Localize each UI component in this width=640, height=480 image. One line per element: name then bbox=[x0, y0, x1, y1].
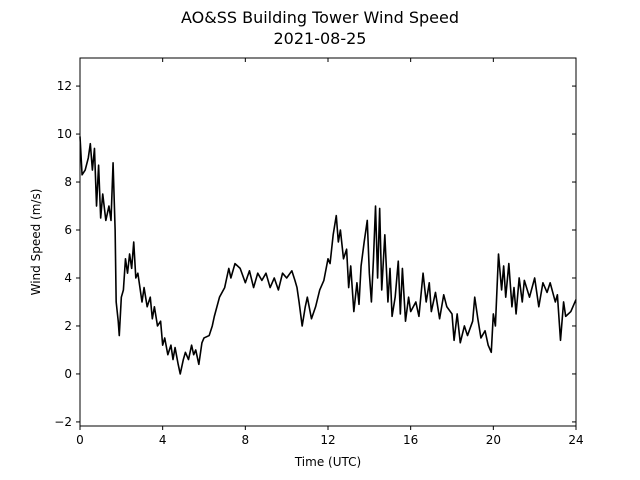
y-tick-label: 0 bbox=[64, 367, 72, 381]
x-axis-label: Time (UTC) bbox=[294, 455, 361, 469]
x-tick-label: 16 bbox=[403, 433, 418, 447]
chart-title: AO&SS Building Tower Wind Speed bbox=[181, 8, 459, 27]
y-tick-label: 10 bbox=[57, 127, 72, 141]
chart-subtitle: 2021-08-25 bbox=[274, 29, 367, 48]
y-tick-label: −2 bbox=[54, 415, 72, 429]
y-tick-label: 12 bbox=[57, 79, 72, 93]
y-axis-label: Wind Speed (m/s) bbox=[29, 189, 43, 296]
x-tick-label: 24 bbox=[568, 433, 583, 447]
y-tick-label: 6 bbox=[64, 223, 72, 237]
y-tick-label: 4 bbox=[64, 271, 72, 285]
y-tick-label: 8 bbox=[64, 175, 72, 189]
data-line bbox=[79, 136, 577, 375]
x-tick-label: 20 bbox=[486, 433, 501, 447]
x-tick-label: 12 bbox=[320, 433, 335, 447]
x-tick-label: 4 bbox=[159, 433, 167, 447]
y-tick-label: 2 bbox=[64, 319, 72, 333]
x-tick-label: 8 bbox=[242, 433, 250, 447]
plot-frame bbox=[79, 57, 577, 427]
x-tick-label: 0 bbox=[76, 433, 84, 447]
